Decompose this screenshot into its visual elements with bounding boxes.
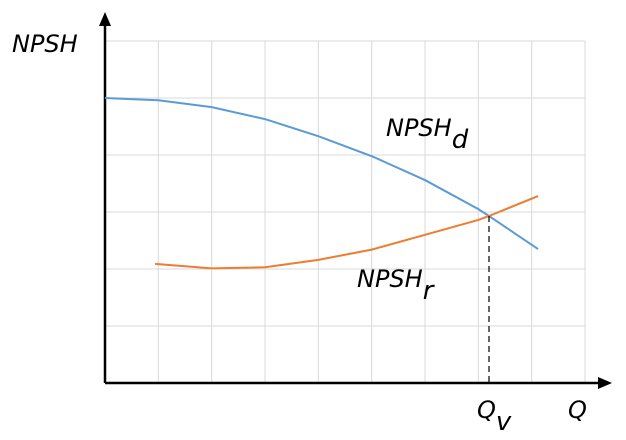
marker-label-main: Q	[477, 396, 496, 424]
curve-label-main: NPSH	[357, 265, 423, 293]
series-line	[104, 97, 539, 250]
curve-label: NPSHr	[357, 265, 436, 306]
marker-label-sub: v	[496, 407, 512, 437]
curve-label-sub: r	[423, 276, 436, 306]
y-arrow	[99, 12, 111, 26]
x-arrow	[598, 377, 612, 389]
curve-label: NPSHd	[386, 114, 469, 155]
marker-label: Qv	[477, 396, 512, 437]
curve-label-main: NPSH	[386, 114, 452, 142]
series-line	[155, 195, 539, 270]
y-axis-label: NPSH	[12, 30, 78, 58]
x-axis-label: Q	[568, 396, 587, 424]
curve-label-sub: d	[452, 125, 469, 155]
